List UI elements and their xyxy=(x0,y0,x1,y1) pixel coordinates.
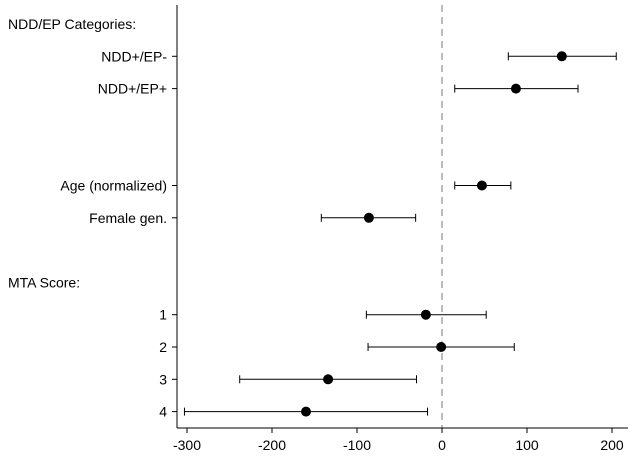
x-tick-label: -200 xyxy=(258,437,286,453)
row-label: 1 xyxy=(159,307,167,323)
point-estimate xyxy=(477,181,487,191)
row-label: 2 xyxy=(159,339,167,355)
point-estimate xyxy=(557,51,567,61)
x-tick-label: -100 xyxy=(343,437,371,453)
row-header-label: MTA Score: xyxy=(8,274,80,290)
point-estimate xyxy=(364,213,374,223)
point-estimate xyxy=(511,84,521,94)
point-estimate xyxy=(436,342,446,352)
point-estimate xyxy=(421,310,431,320)
row-label: 3 xyxy=(159,371,167,387)
row-header-label: NDD/EP Categories: xyxy=(8,16,136,32)
point-estimate xyxy=(323,374,333,384)
x-tick-label: 100 xyxy=(515,437,539,453)
x-tick-label: 200 xyxy=(600,437,624,453)
x-tick-label: -300 xyxy=(173,437,201,453)
row-label: 4 xyxy=(159,404,167,420)
row-label: NDD+/EP- xyxy=(101,48,167,64)
marks-layer xyxy=(184,51,616,416)
x-tick-label: 0 xyxy=(438,437,446,453)
row-label: Age (normalized) xyxy=(60,178,167,194)
labels-layer: -300 -200 -100 0 100 200 NDD/EP Categories: NDD… xyxy=(8,16,624,453)
row-label: NDD+/EP+ xyxy=(98,81,167,97)
point-estimate xyxy=(301,407,311,417)
axes-layer xyxy=(172,5,628,433)
row-label: Female gen. xyxy=(89,210,167,226)
